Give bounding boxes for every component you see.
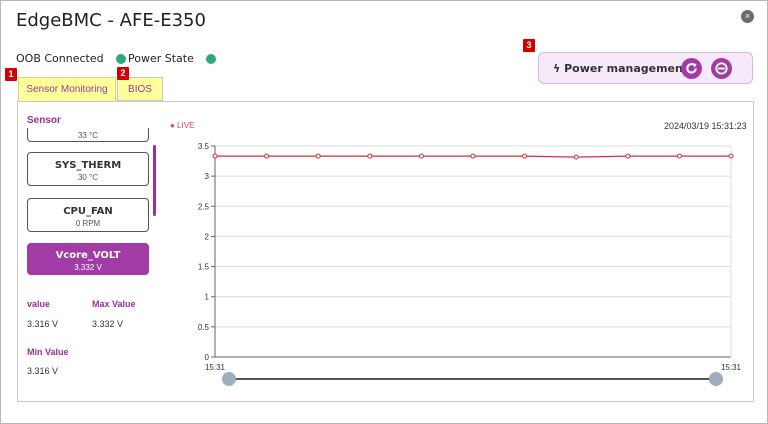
data-point (676, 153, 682, 159)
max-value: 3.332 V (92, 319, 124, 329)
time-range-start-handle[interactable] (222, 372, 236, 386)
bolt-icon: ϟ (553, 62, 561, 75)
power-state-status: Power State (128, 52, 216, 65)
sensor-item-value: 30 °C (77, 173, 99, 182)
sensor-item-name: Vcore_VOLT (55, 250, 121, 261)
data-point (573, 154, 579, 160)
close-icon[interactable]: × (741, 10, 754, 23)
power-state-label: Power State (128, 52, 194, 65)
sensor-item-cpu-therm[interactable]: 33 °C (27, 128, 149, 142)
sensor-item-value: 3.332 V (74, 263, 102, 272)
x-tick-label: 15:31 (205, 363, 226, 372)
sensor-item-cpu-fan[interactable]: CPU_FAN 0 RPM (27, 198, 149, 232)
sensor-item-name: SYS_THERM (54, 160, 122, 171)
data-point (470, 153, 476, 159)
sensor-item-vcore-volt[interactable]: Vcore_VOLT 3.332 V (27, 243, 149, 275)
annotation-badge-1: 1 (5, 68, 17, 81)
time-range-slider-track[interactable] (229, 378, 716, 380)
data-point (728, 153, 734, 159)
tab-sensor-monitoring[interactable]: Sensor Monitoring (18, 77, 116, 101)
sensor-line-chart: 0 0.5 1 1.5 2 2.5 3 3.5 15:31 15:31 (198, 142, 742, 372)
sensor-heading: Sensor (27, 115, 61, 126)
annotation-badge-3: 3 (523, 39, 535, 52)
y-tick-label: 3.5 (198, 142, 210, 151)
data-point (418, 153, 424, 159)
min-value: 3.316 V (27, 366, 59, 376)
sensor-list-scrollbar[interactable] (153, 145, 156, 216)
sensor-item-sys-therm[interactable]: SYS_THERM 30 °C (27, 152, 149, 186)
current-value: 3.316 V (27, 319, 59, 329)
oob-status-label: OOB Connected (16, 52, 104, 65)
sensor-item-name: CPU_FAN (63, 206, 113, 217)
y-tick-label: 1.5 (198, 263, 210, 272)
data-point (264, 153, 270, 159)
y-tick-label: 0 (205, 353, 210, 362)
x-tick-label: 15:31 (721, 363, 742, 372)
y-tick-label: 2 (205, 232, 210, 241)
oob-status: OOB Connected (16, 52, 126, 65)
data-point (625, 153, 631, 159)
max-value-label: Max Value (92, 299, 136, 309)
time-range-end-handle[interactable] (709, 372, 723, 386)
annotation-badge-2: 2 (117, 67, 129, 80)
value-label: value (27, 299, 51, 309)
power-off-button[interactable] (711, 58, 732, 79)
sensor-item-value: 0 RPM (75, 219, 101, 228)
tab-bios[interactable]: BIOS (117, 77, 163, 101)
data-point (367, 153, 373, 159)
data-point (212, 153, 218, 159)
y-tick-label: 1 (205, 293, 210, 302)
sensor-item-value: 33 °C (77, 131, 99, 140)
chart-timestamp: 2024/03/19 15:31:23 (664, 121, 747, 131)
sensor-list[interactable]: 33 °C SYS_THERM 30 °C CPU_FAN 0 RPM Vcor… (23, 128, 155, 282)
min-value-label: Min Value (27, 347, 69, 357)
oob-status-indicator (115, 53, 126, 64)
data-point (315, 153, 321, 159)
window-title: EdgeBMC - AFE-E350 (16, 10, 206, 31)
power-off-icon (715, 62, 728, 75)
y-tick-label: 0.5 (198, 323, 210, 332)
y-tick-label: 2.5 (198, 202, 210, 211)
power-state-indicator (205, 53, 216, 64)
y-tick-label: 3 (205, 172, 210, 181)
live-indicator: ● LIVE (170, 121, 195, 130)
power-management-panel: ϟ Power management (538, 52, 753, 84)
power-management-label: ϟ Power management (553, 62, 689, 75)
restart-icon (686, 63, 697, 74)
restart-button[interactable] (681, 58, 702, 79)
data-point (522, 153, 528, 159)
